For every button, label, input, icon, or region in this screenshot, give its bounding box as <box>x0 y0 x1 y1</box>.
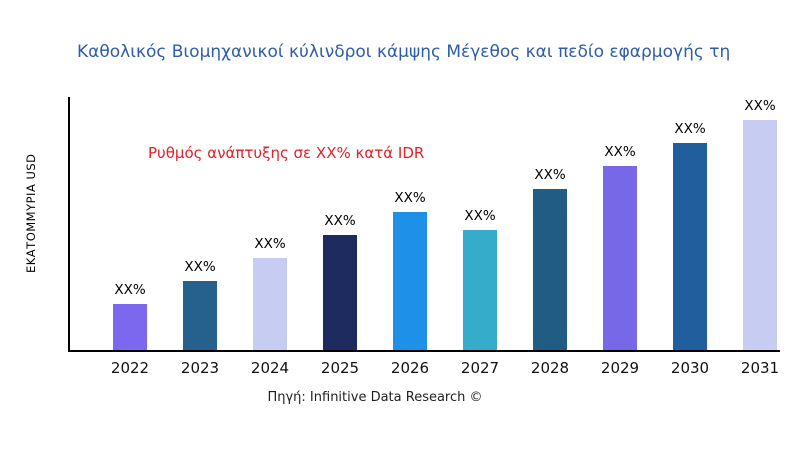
bar-value-label-2025: XX% <box>324 213 356 229</box>
bar-2025 <box>323 235 357 350</box>
bar-value-label-2028: XX% <box>534 167 566 183</box>
bar-2028 <box>533 189 567 350</box>
bar-value-label-2030: XX% <box>674 121 706 137</box>
x-axis-label-2025: 2025 <box>320 359 360 377</box>
bar-value-label-2026: XX% <box>394 190 426 206</box>
x-axis-label-2022: 2022 <box>110 359 150 377</box>
x-axis-label-2029: 2029 <box>600 359 640 377</box>
bar-2031 <box>743 120 777 350</box>
bar-2030 <box>673 143 707 350</box>
x-axis-label-2023: 2023 <box>180 359 220 377</box>
x-axis-label-2026: 2026 <box>390 359 430 377</box>
bar-2029 <box>603 166 637 350</box>
bar-value-label-2031: XX% <box>744 98 776 114</box>
bar-value-label-2024: XX% <box>254 236 286 252</box>
chart-title: Καθολικός Βιομηχανικοί κύλινδροι κάμψης … <box>77 42 731 62</box>
x-axis-label-2027: 2027 <box>460 359 500 377</box>
bar-2023 <box>183 281 217 350</box>
y-axis-label: ΕΚΑΤΟΜΜΥΡΙΑ USD <box>24 153 38 273</box>
bar-value-label-2022: XX% <box>114 282 146 298</box>
bar-2024 <box>253 258 287 350</box>
x-axis-label-2031: 2031 <box>740 359 780 377</box>
bar-value-label-2023: XX% <box>184 259 216 275</box>
bar-value-label-2029: XX% <box>604 144 636 160</box>
source-text: Πηγή: Infinitive Data Research © <box>267 390 483 405</box>
x-axis-label-2028: 2028 <box>530 359 570 377</box>
x-axis-label-2024: 2024 <box>250 359 290 377</box>
bar-2027 <box>463 230 497 350</box>
plot-area: XX% 2022 XX% 2023 XX% 2024 XX% 2025 XX% 2026 XX% 20… <box>68 97 780 377</box>
bar-2026 <box>393 212 427 350</box>
x-axis-label-2030: 2030 <box>670 359 710 377</box>
growth-rate-annotation: Ρυθμός ανάπτυξης σε XX% κατά IDR <box>148 144 425 162</box>
bar-2022 <box>113 304 147 350</box>
bar-value-label-2027: XX% <box>464 208 496 224</box>
